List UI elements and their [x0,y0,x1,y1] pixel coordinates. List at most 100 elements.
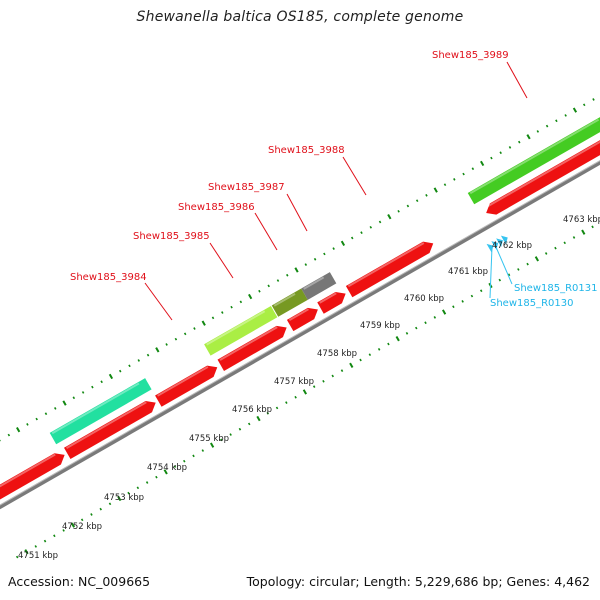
lower-tick [266,411,270,415]
upper-tick [211,316,215,320]
green-feature-block [467,117,600,205]
cds-block-shine [65,401,147,449]
olive-feature-block [271,288,308,317]
label-leader-line [489,246,493,299]
scale-label: 4751 kbp [18,551,58,561]
upper-tick [397,209,400,213]
upper-tick [340,240,346,246]
cds-block-shine [347,242,425,288]
upper-tick [286,273,289,277]
cds-block-shine [288,308,309,322]
cds-block-body [155,365,218,407]
scale-label: 4761 kbp [448,267,488,277]
scale-label: 4760 kbp [404,294,444,304]
lower-tick [155,475,158,479]
upper-tick [248,293,253,300]
upper-tick [508,146,512,149]
gene-labels: Shew185_3984 Shew185_3985 Shew185_3986 Shew… [70,50,598,309]
lower-tick [145,481,149,484]
lower-tick [201,449,205,452]
green-feature-block-body [467,117,600,205]
lime-feature-block [204,305,278,356]
lower-tick [534,256,540,262]
gray-feature-block [301,272,337,300]
upper-tick [572,107,578,113]
gene-label: Shew185_R0130 [490,298,574,309]
lower-tick [209,442,215,448]
label-leader-line [144,282,173,321]
lower-tick [395,336,400,342]
lower-tick [479,289,483,293]
lower-tick [247,422,251,426]
upper-tick [276,279,280,282]
upper-tick [81,391,85,394]
gene-label: Shew185_3986 [178,202,255,213]
olive-feature-block-shine [273,292,296,307]
scale-label: 4753 kbp [104,493,144,503]
lower-tick [192,454,195,458]
lower-tick [117,495,122,502]
cds-block-body [64,400,156,460]
upper-tick [592,98,595,101]
scale-label: 4752 kbp [62,522,102,532]
upper-tick [230,305,233,309]
gene-label: Shew185_3985 [133,231,210,242]
label-leader-line [254,212,278,251]
backbone-line [0,160,600,510]
label-leader-line [506,61,528,99]
upper-tick [323,252,326,256]
scale-label: 4763 kbp [563,215,600,225]
label-leader-line [342,156,367,196]
upper-tick [406,204,410,208]
genome-summary-text: Topology: circular; Length: 5,229,686 bp… [246,574,590,589]
lower-tick [80,518,84,522]
upper-tick [44,412,48,416]
lower-tick [127,491,130,495]
lower-tick [173,465,177,468]
upper-tick [174,337,178,341]
upper-tick [35,417,38,421]
scale-label: 4758 kbp [317,349,357,359]
upper-tick [387,213,392,220]
lower-tick [544,252,548,255]
rna-chevron [496,238,503,248]
upper-tick [415,199,419,203]
lower-tick [312,385,316,388]
upper-tick [165,343,168,346]
lower-tick [24,549,29,555]
upper-tick [128,364,131,368]
lower-tick [405,332,409,335]
upper-tick [480,160,485,167]
lower-tick [507,273,511,277]
lower-tick [229,433,232,436]
lower-tick [572,236,576,239]
upper-tick [201,320,206,326]
gene-label: Shew185_3987 [208,182,285,193]
cds-block-body [0,453,65,500]
cds-block [217,325,287,371]
lower-tick [581,229,586,235]
cds-block-shine [484,140,600,209]
label-leader-line [209,242,234,279]
gene-label: Shew185_R0131 [514,283,598,294]
upper-tick [443,183,447,187]
feature-track [0,117,600,500]
upper-tick [91,385,94,389]
upper-tick [267,284,270,288]
upper-tick [16,427,21,433]
upper-tick [462,172,465,176]
genome-backbone [0,160,600,510]
lower-tick [340,369,344,373]
lower-tick [238,427,242,431]
teal-feature-block-shine [51,382,140,435]
upper-tick-track [0,98,595,442]
lower-tick [322,379,325,383]
label-leaders [144,61,528,321]
lower-tick [136,486,140,490]
lower-tick [498,278,502,282]
upper-tick [360,231,363,234]
lower-tick [424,321,427,325]
cds-block-shine [157,366,209,397]
upper-tick [555,119,558,123]
